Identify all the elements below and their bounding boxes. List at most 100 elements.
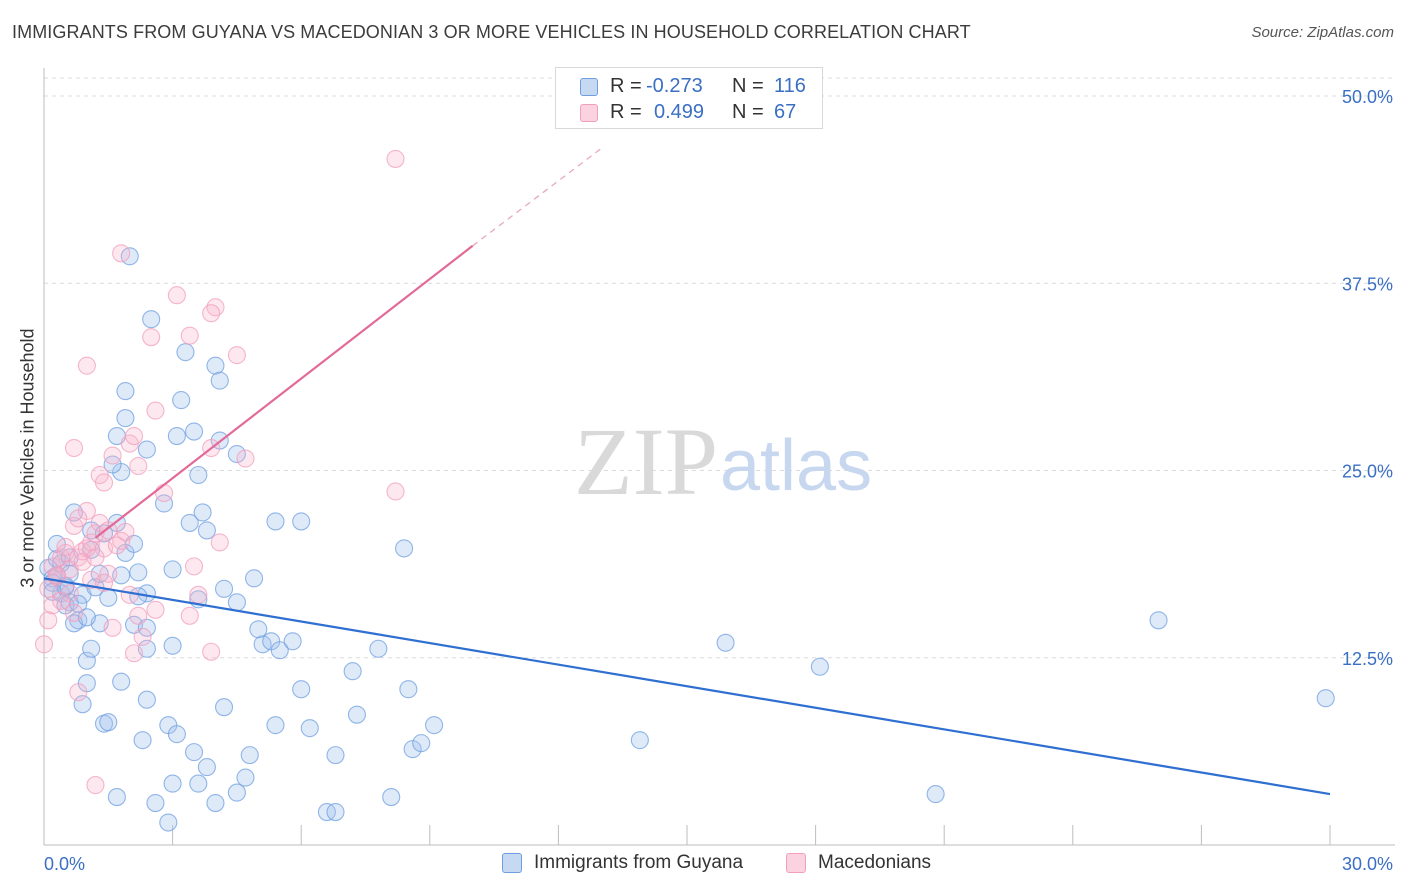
point-macedonians	[103, 618, 122, 637]
point-guyana	[197, 758, 216, 777]
point-macedonians	[167, 286, 186, 305]
legend-swatch-macedonians	[580, 104, 598, 122]
point-guyana	[176, 343, 195, 362]
trend-lines	[43, 147, 1331, 796]
watermark-atlas: atlas	[720, 426, 872, 506]
legend-swatch-macedonians	[786, 853, 806, 873]
legend-label-macedonians: Macedonians	[818, 852, 932, 873]
point-guyana	[240, 746, 259, 765]
point-macedonians	[86, 776, 105, 795]
point-guyana	[142, 310, 161, 329]
x-tick-label: 30.0%	[1342, 854, 1393, 874]
point-guyana	[73, 695, 92, 714]
point-guyana	[189, 774, 208, 793]
point-guyana	[116, 409, 135, 428]
legend-n-label: N =	[732, 101, 764, 123]
point-guyana	[270, 641, 289, 660]
point-guyana	[159, 813, 178, 832]
point-guyana	[206, 356, 225, 375]
legend-label-guyana: Immigrants from Guyana	[534, 852, 744, 873]
point-macedonians	[99, 521, 118, 540]
point-guyana	[326, 802, 345, 822]
trend-line-macedonians-extension	[472, 147, 602, 247]
stats-legend: R = -0.273 N = 116 R = 0.499 N = 67	[555, 67, 823, 129]
point-macedonians	[236, 449, 255, 468]
point-guyana	[244, 569, 264, 588]
legend-swatch-guyana	[502, 853, 522, 873]
point-guyana	[1149, 611, 1168, 630]
point-macedonians	[43, 596, 62, 615]
point-guyana	[99, 713, 118, 732]
point-macedonians	[386, 149, 405, 168]
point-guyana	[163, 560, 182, 579]
point-macedonians	[124, 644, 144, 663]
data-points	[34, 149, 1335, 832]
point-guyana	[236, 768, 255, 787]
point-guyana	[210, 371, 229, 390]
legend-n-value: 67	[774, 101, 797, 123]
point-macedonians	[210, 533, 229, 552]
point-guyana	[249, 620, 268, 639]
point-guyana	[369, 639, 388, 658]
point-guyana	[1316, 689, 1335, 708]
point-guyana	[716, 633, 735, 652]
point-macedonians	[77, 356, 96, 375]
point-macedonians	[82, 570, 101, 589]
point-guyana	[112, 672, 131, 691]
trend-line-guyana	[43, 577, 1331, 796]
point-guyana	[206, 794, 225, 813]
point-guyana	[77, 651, 96, 670]
legend-n-label: N =	[732, 75, 764, 97]
gridlines	[44, 77, 1395, 659]
point-guyana	[926, 785, 945, 804]
point-macedonians	[103, 446, 122, 465]
point-guyana	[425, 716, 444, 735]
point-guyana	[193, 503, 212, 522]
point-guyana	[266, 512, 285, 531]
point-guyana	[810, 657, 829, 676]
point-guyana	[82, 639, 101, 658]
point-guyana	[154, 494, 174, 513]
point-guyana	[300, 719, 319, 738]
point-guyana	[382, 788, 401, 807]
point-guyana	[107, 788, 126, 807]
point-macedonians	[112, 531, 131, 550]
point-guyana	[347, 705, 366, 724]
point-guyana	[99, 588, 118, 607]
point-guyana	[184, 422, 204, 441]
point-guyana	[227, 593, 246, 612]
point-guyana	[184, 743, 204, 762]
point-macedonians	[124, 426, 144, 446]
point-macedonians	[129, 606, 148, 625]
point-guyana	[343, 662, 362, 681]
point-guyana	[129, 563, 148, 582]
point-guyana	[137, 690, 156, 709]
point-guyana	[630, 731, 649, 750]
point-guyana	[326, 746, 345, 765]
point-macedonians	[202, 304, 221, 323]
point-guyana	[214, 579, 234, 598]
point-guyana	[292, 512, 311, 531]
legend-r-value: 0.499	[654, 101, 705, 123]
point-guyana	[283, 632, 302, 651]
point-guyana	[399, 680, 418, 699]
point-macedonians	[116, 522, 135, 541]
tick-labels: 12.5% 25.0% 37.5% 50.0% 0.0% 30.0%	[44, 87, 1393, 874]
axes	[43, 68, 1395, 846]
point-macedonians	[34, 635, 54, 654]
point-macedonians	[146, 600, 165, 619]
point-macedonians	[189, 585, 208, 604]
point-guyana	[163, 636, 182, 655]
point-guyana	[189, 465, 208, 485]
legend-r-label: R =	[610, 101, 642, 123]
x-tick-label: 0.0%	[44, 854, 85, 874]
point-guyana	[133, 731, 152, 750]
point-macedonians	[184, 557, 204, 576]
point-macedonians	[133, 627, 152, 646]
point-guyana	[116, 382, 135, 401]
point-guyana	[214, 698, 234, 717]
point-macedonians	[94, 473, 114, 492]
point-macedonians	[129, 456, 148, 476]
point-macedonians	[146, 401, 165, 420]
